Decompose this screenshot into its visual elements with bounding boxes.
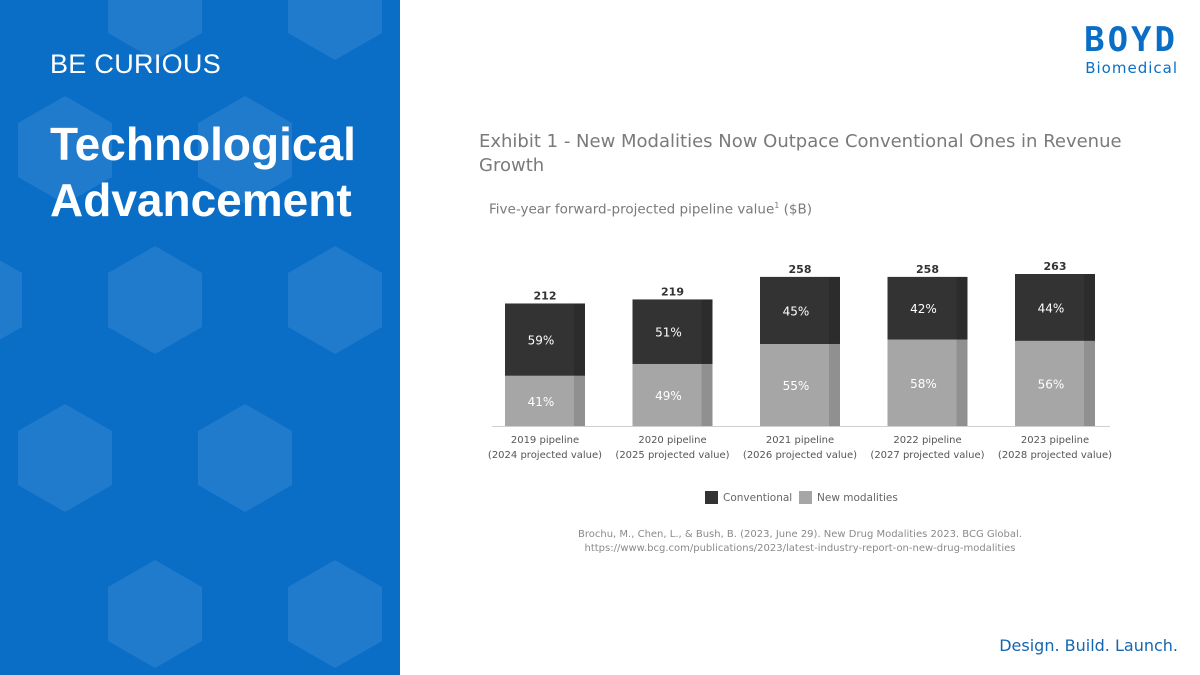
- bar-new-modalities: [1015, 340, 1095, 426]
- bar-new-modalities: [632, 363, 713, 426]
- bar-shading: [956, 276, 968, 426]
- bar-new-modalities: [505, 375, 585, 426]
- new-modalities-percent-label: 55%: [783, 379, 810, 393]
- slide-title-line-1: Technological: [50, 118, 356, 170]
- total-value-label: 212: [534, 289, 557, 302]
- bar-shading: [1084, 274, 1095, 426]
- section-eyebrow: BE CURIOUS: [50, 49, 222, 79]
- category-label-line-2: (2024 projected value): [488, 450, 602, 461]
- category-label-line-2: (2027 projected value): [870, 450, 984, 461]
- hexagon-pattern: [0, 0, 400, 675]
- new-modalities-percent-label: 58%: [910, 377, 937, 391]
- category-label-line-1: 2019 pipeline: [511, 435, 579, 446]
- category-label-line-2: (2026 projected value): [743, 450, 857, 461]
- new-modalities-percent-label: 56%: [1038, 377, 1065, 391]
- new-modalities-percent-label: 49%: [655, 389, 682, 403]
- bar-conventional: [887, 276, 968, 340]
- chart-subtitle: Five-year forward-projected pipeline val…: [489, 201, 812, 218]
- bar-conventional: [632, 299, 713, 364]
- citation-reference: Brochu, M., Chen, L., & Bush, B. (2023, …: [578, 529, 1022, 540]
- boyd-logo: BOYD Biomedical: [1084, 22, 1178, 78]
- slide-title-line-2: Advancement: [50, 174, 352, 226]
- category-label-line-2: (2025 projected value): [615, 450, 729, 461]
- logo-subtitle: Biomedical: [1085, 59, 1178, 77]
- legend-swatch-new-modalities: [799, 491, 812, 504]
- bar-shading: [574, 303, 585, 426]
- legend-label-conventional: Conventional: [723, 492, 792, 504]
- chart-subtitle-unit: ($B): [779, 201, 813, 218]
- total-value-label: 219: [661, 285, 684, 298]
- source-citation: Brochu, M., Chen, L., & Bush, B. (2023, …: [560, 528, 1040, 556]
- category-label-line-1: 2023 pipeline: [1021, 435, 1089, 446]
- bar-conventional: [1015, 274, 1095, 341]
- total-value-label: 263: [1044, 260, 1067, 273]
- footnote-marker: 1: [774, 201, 780, 210]
- new-modalities-percent-label: 41%: [528, 395, 555, 409]
- exhibit-title: Exhibit 1 - New Modalities Now Outpace C…: [479, 131, 1122, 176]
- conventional-percent-label: 59%: [528, 334, 555, 348]
- conventional-percent-label: 51%: [655, 326, 682, 340]
- citation-url: https://www.bcg.com/publications/2023/la…: [584, 543, 1016, 554]
- conventional-percent-label: 45%: [783, 304, 810, 318]
- category-label-line-2: (2028 projected value): [998, 450, 1112, 461]
- bar-shading: [701, 299, 713, 426]
- conventional-percent-label: 42%: [910, 302, 937, 316]
- bar-conventional: [505, 303, 585, 376]
- stacked-bar-chart: 41% 59% 212 2019 pipeline (2024 projected va…: [488, 260, 1112, 504]
- bar-new-modalities: [760, 343, 840, 426]
- category-label-line-1: 2022 pipeline: [893, 435, 961, 446]
- legend-swatch-conventional: [705, 491, 718, 504]
- chart-subtitle-text: Five-year forward-projected pipeline val…: [489, 201, 775, 218]
- category-label-line-1: 2020 pipeline: [638, 435, 706, 446]
- bar-conventional: [760, 276, 840, 344]
- conventional-percent-label: 44%: [1038, 301, 1065, 315]
- slide-title: Technological Advancement: [50, 116, 356, 228]
- bar-shading: [829, 276, 840, 426]
- left-panel: BE CURIOUS Technological Advancement: [0, 0, 400, 675]
- total-value-label: 258: [916, 263, 939, 276]
- category-label-line-1: 2021 pipeline: [766, 435, 834, 446]
- total-value-label: 258: [789, 263, 812, 276]
- bar-new-modalities: [887, 339, 968, 426]
- logo-wordmark: BOYD: [1084, 20, 1178, 60]
- legend-label-new-modalities: New modalities: [817, 492, 898, 504]
- tagline: Design. Build. Launch.: [999, 636, 1178, 655]
